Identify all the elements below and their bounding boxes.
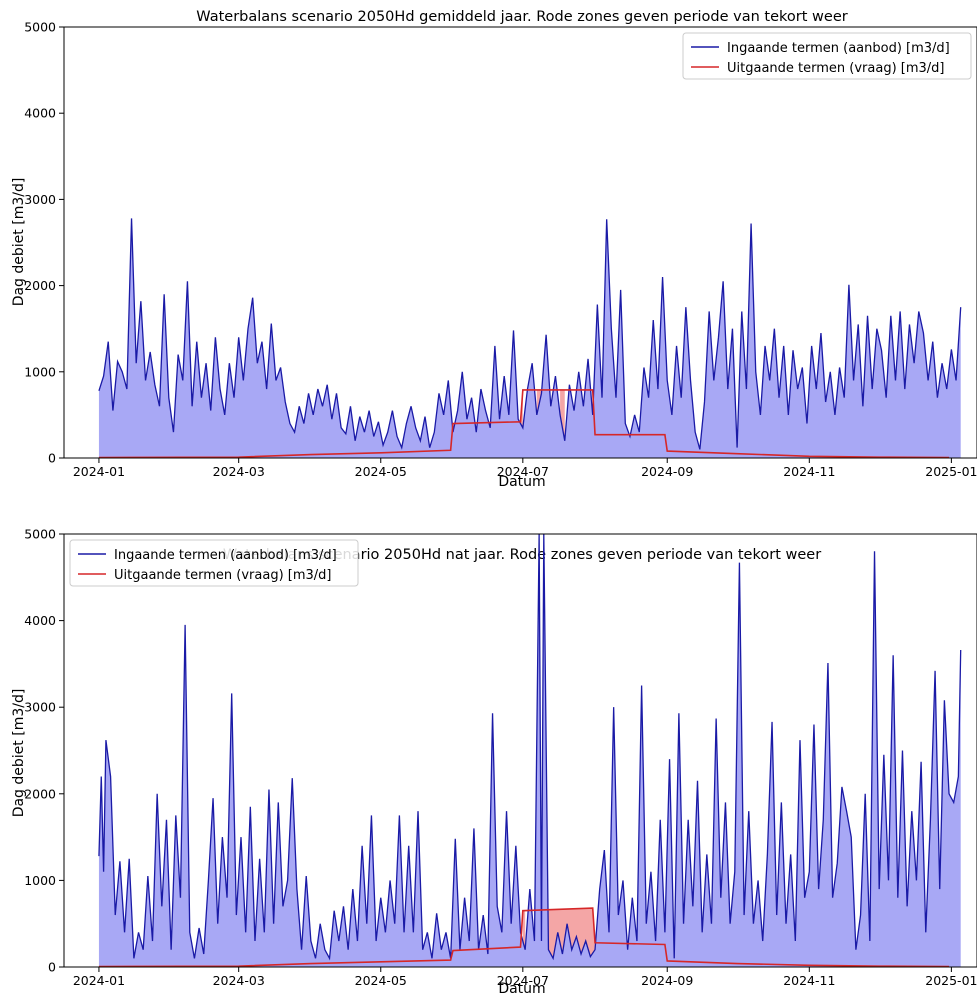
plot-area: 0 1000 2000 3000 4000 5000 2024-01 2024-03 2024-…: [24, 527, 977, 988]
legend-label: Ingaande termen (aanbod) [m3/d]: [727, 41, 950, 56]
chart-title: Waterbalans scenario 2050Hd nat jaar. Ro…: [223, 547, 821, 563]
chart-2-svg: Waterbalans scenario 2050Hd nat jaar. Ro…: [11, 527, 977, 997]
legend: Ingaande termen (aanbod) [m3/d] Uitgaande…: [69, 539, 359, 587]
plot-frame: [63, 26, 977, 459]
y-tick-label: 4000: [24, 106, 56, 121]
x-tick-label: 2024-11: [783, 973, 835, 988]
x-tick-label: 2024-03: [213, 464, 265, 479]
legend: Ingaande termen (aanbod) [m3/d] Uitgaande…: [682, 32, 972, 80]
x-tick-label: 2024-03: [213, 973, 265, 988]
x-tick-label: 2024-07: [497, 973, 549, 988]
x-tick-label: 2024-05: [355, 464, 407, 479]
y-tick-label: 1000: [24, 364, 56, 379]
x-tick-label: 2024-11: [783, 464, 835, 479]
deficit-zone: [560, 389, 565, 441]
y-tick-label: 5000: [24, 527, 56, 542]
legend-box: [69, 539, 359, 587]
legend-label: Uitgaande termen (vraag) [m3/d]: [727, 61, 944, 76]
y-axis-label: Dag debiet [m3/d]: [11, 178, 27, 307]
x-axis-label: Datum: [498, 474, 545, 490]
legend-label: Ingaande termen (aanbod) [m3/d]: [114, 548, 337, 563]
y-tick-label: 5000: [24, 20, 56, 35]
y-tick-label: 0: [48, 960, 56, 975]
y-tick-label: 3000: [24, 700, 56, 715]
x-tick-label: 2024-05: [355, 973, 407, 988]
deficit-zone: [522, 910, 526, 950]
x-tick-label: 2024-01: [73, 973, 125, 988]
chart-gemiddeld-jaar: Waterbalans scenario 2050Hd gemiddeld ja…: [0, 0, 977, 490]
x-tick-label: 2025-01: [925, 464, 977, 479]
series-line-demand: [98, 389, 950, 459]
y-tick-label: 2000: [24, 786, 56, 801]
x-tick-label: 2024-09: [641, 464, 693, 479]
series-line-demand: [98, 907, 950, 968]
x-tick-label: 2024-07: [497, 464, 549, 479]
y-tick-label: 2000: [24, 278, 56, 293]
legend-label: Uitgaande termen (vraag) [m3/d]: [114, 568, 331, 583]
series-line-supply: [98, 218, 962, 450]
plot-frame: [63, 533, 977, 968]
y-tick-label: 4000: [24, 613, 56, 628]
series-line-supply: [98, 533, 962, 961]
x-tick-label: 2024-09: [641, 973, 693, 988]
y-tick-label: 0: [48, 451, 56, 466]
y-tick-label: 3000: [24, 192, 56, 207]
x-tick-label: 2025-01: [925, 973, 977, 988]
supply-area-fill: [98, 534, 961, 967]
x-axis-label: Datum: [498, 981, 545, 995]
y-tick-label: 1000: [24, 873, 56, 888]
plot-area: 0 1000 2000 3000 4000 5000 2024-01 2024-03 2024-…: [24, 20, 977, 479]
x-tick-label: 2024-01: [73, 464, 125, 479]
legend-box: [682, 32, 972, 80]
supply-area-fill: [98, 218, 961, 458]
y-axis-label: Dag debiet [m3/d]: [11, 689, 27, 818]
chart-title: Waterbalans scenario 2050Hd gemiddeld ja…: [196, 9, 847, 25]
chart-nat-jaar: Waterbalans scenario 2050Hd nat jaar. Ro…: [0, 490, 977, 997]
chart-1-svg: Waterbalans scenario 2050Hd gemiddeld ja…: [11, 9, 977, 490]
